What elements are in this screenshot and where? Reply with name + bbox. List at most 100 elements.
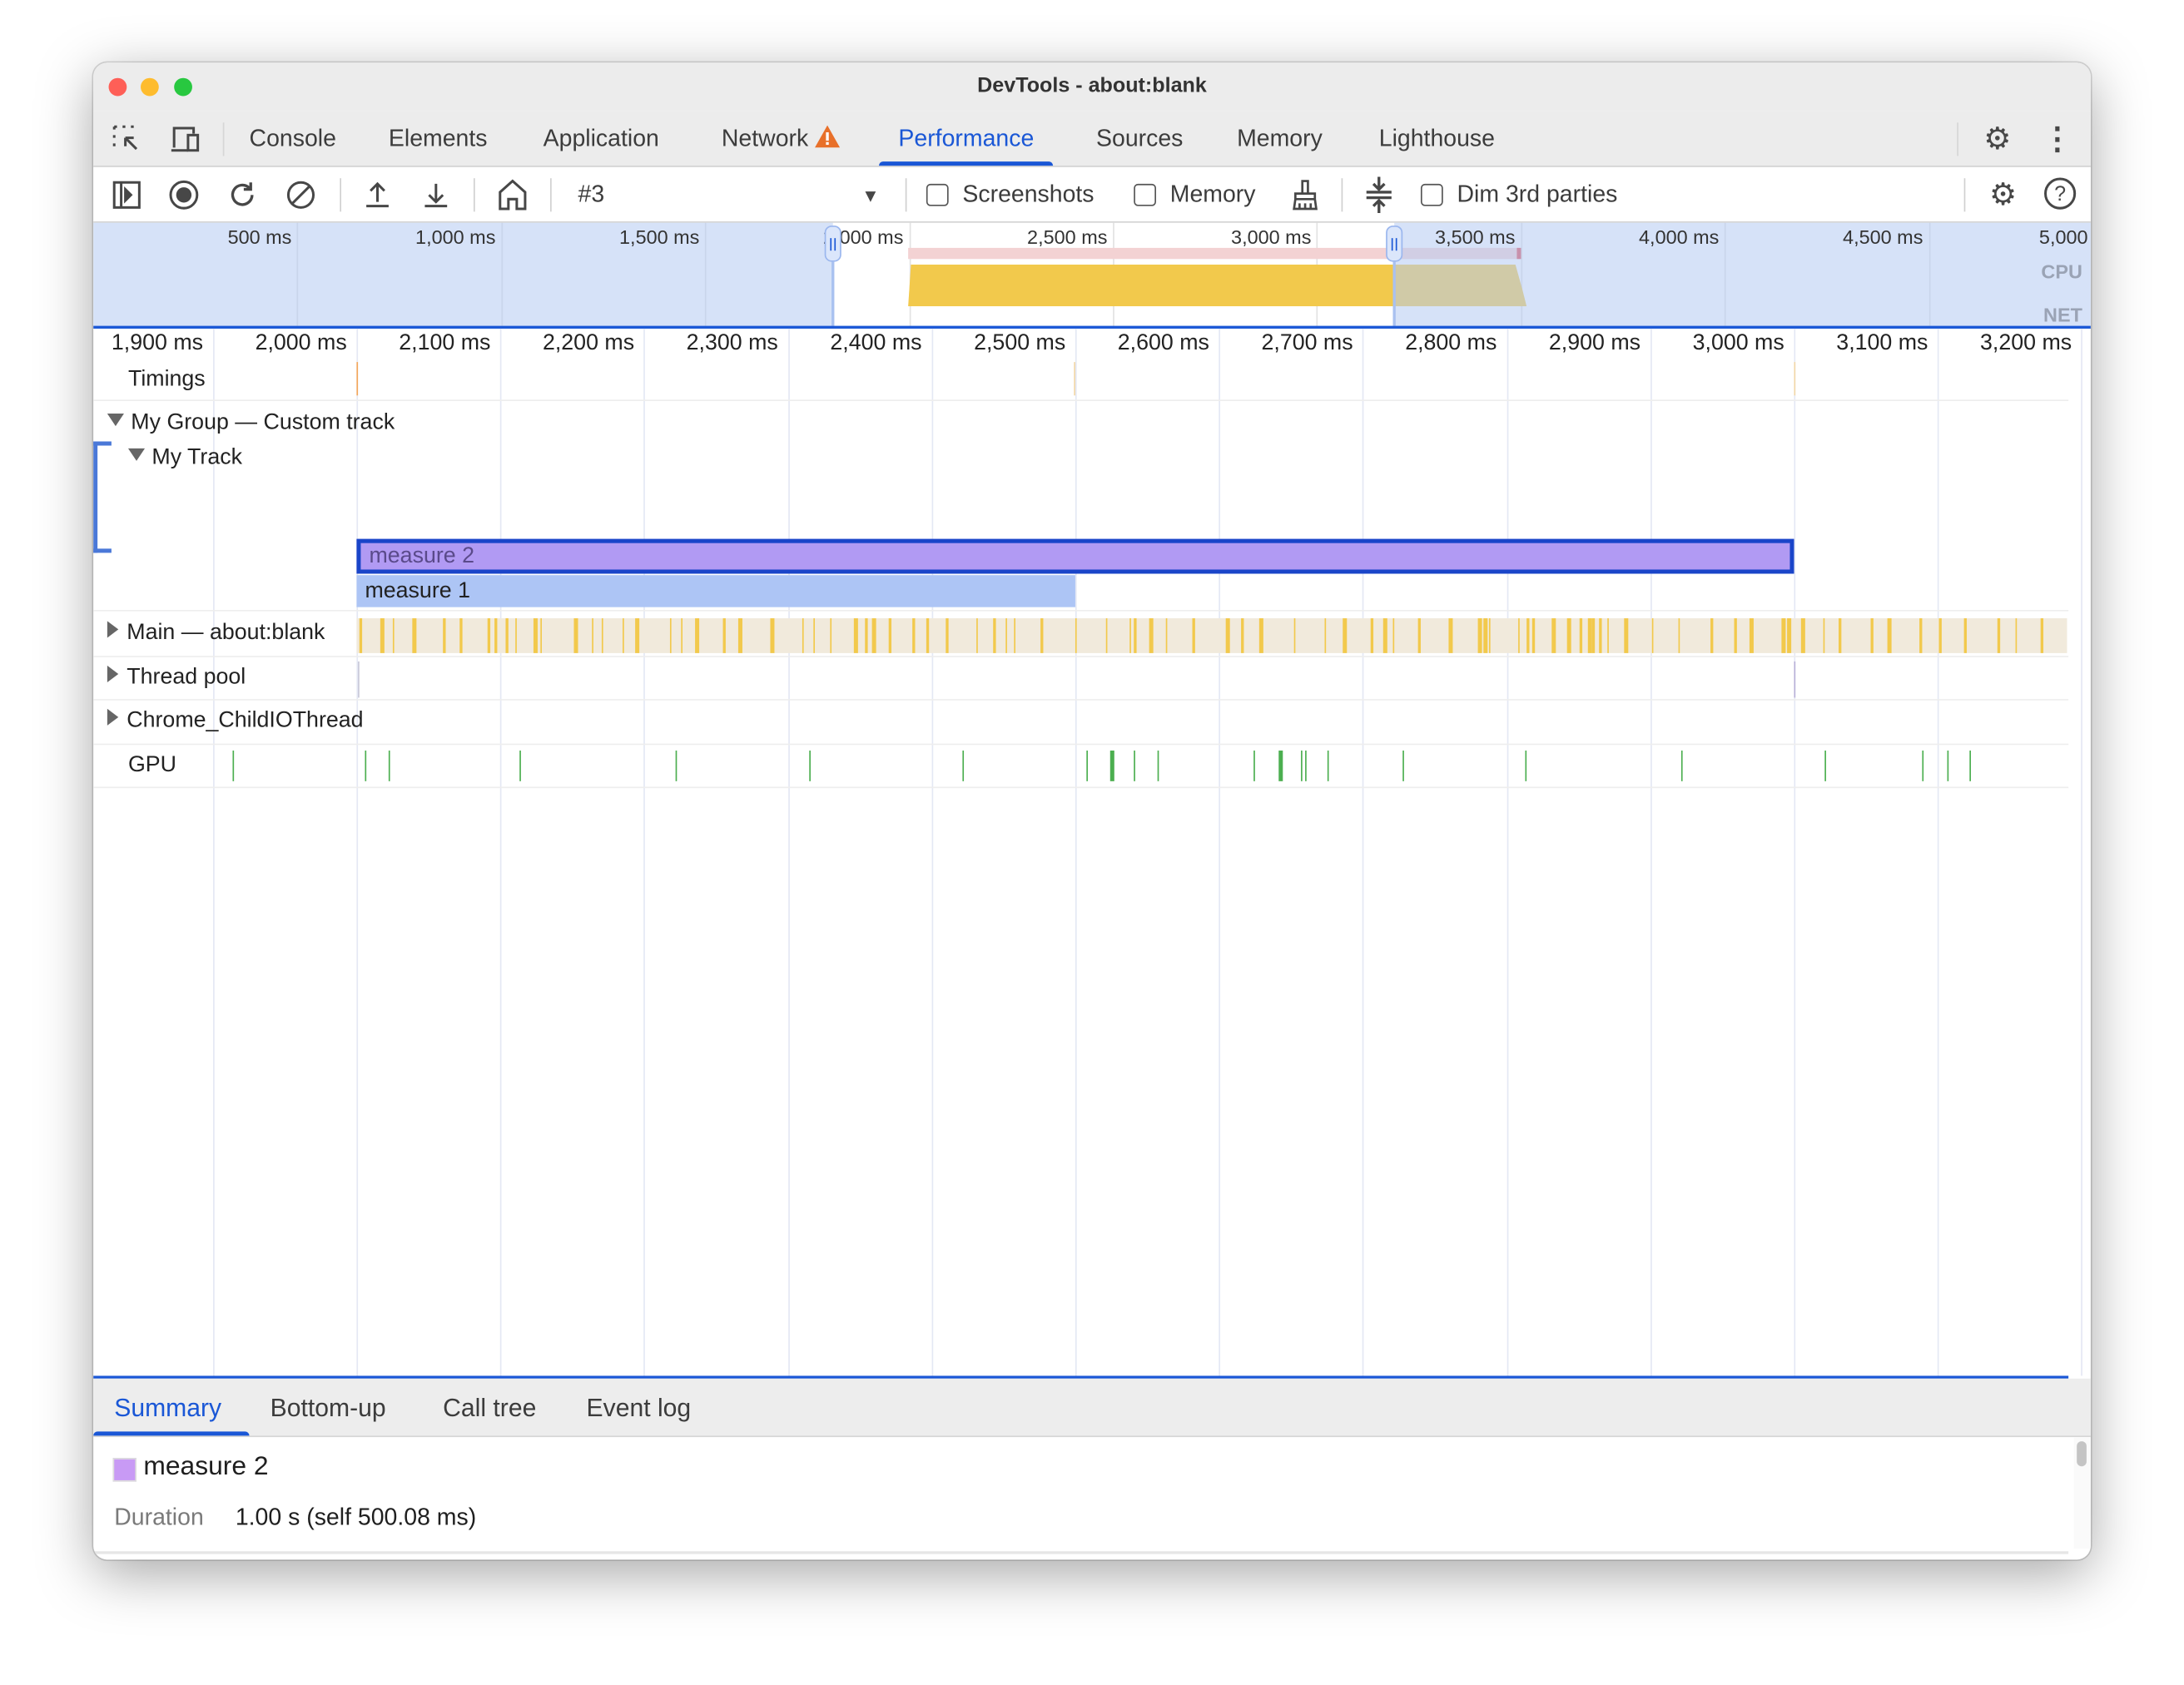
main-thread-task[interactable] [601, 618, 604, 653]
main-thread-task[interactable] [912, 618, 916, 653]
main-thread-task[interactable] [459, 618, 463, 653]
track-timings[interactable]: Timings [127, 367, 206, 392]
track-my-track[interactable]: My Track [127, 446, 242, 471]
main-thread-task[interactable] [1526, 618, 1529, 653]
main-thread-task[interactable] [1551, 618, 1556, 653]
main-thread-task[interactable] [1149, 618, 1154, 653]
main-thread-task[interactable] [1225, 618, 1230, 653]
main-thread-task[interactable] [1532, 618, 1535, 653]
record-icon[interactable] [167, 178, 201, 211]
main-thread-task[interactable] [359, 618, 362, 653]
gpu-task[interactable] [1680, 751, 1683, 781]
reload-record-icon[interactable] [226, 178, 259, 211]
main-thread-task[interactable] [1518, 618, 1521, 653]
tab-event-log[interactable]: Event log [586, 1394, 692, 1422]
main-thread-task[interactable] [1750, 618, 1755, 653]
gpu-task[interactable] [388, 751, 390, 781]
main-thread-task[interactable] [1606, 618, 1610, 653]
main-thread-task[interactable] [854, 618, 859, 653]
main-thread-task[interactable] [1105, 618, 1108, 653]
main-thread-task[interactable] [1343, 618, 1348, 653]
measure-bar[interactable]: measure 1 [356, 575, 1075, 607]
main-thread-task[interactable] [635, 618, 640, 653]
dim-3rd-parties-label[interactable]: Dim 3rd parties [1457, 181, 1618, 208]
expand-triangle-icon[interactable] [107, 665, 119, 683]
track-thread-pool[interactable]: Thread pool [107, 665, 246, 691]
garbage-collect-broom-icon[interactable] [1288, 178, 1322, 211]
main-thread-task[interactable] [1371, 618, 1373, 653]
collapse-tracks-icon[interactable] [1363, 176, 1396, 215]
gpu-task[interactable] [1922, 751, 1924, 781]
main-thread-task[interactable] [1483, 618, 1488, 653]
upload-icon[interactable] [360, 178, 394, 211]
main-thread-task[interactable] [926, 618, 930, 653]
gpu-task[interactable] [365, 751, 367, 781]
main-thread-task[interactable] [1710, 618, 1713, 653]
main-thread-task[interactable] [1566, 618, 1571, 653]
gpu-task[interactable] [1253, 751, 1255, 781]
main-thread-task[interactable] [1678, 618, 1680, 653]
inspect-element-icon[interactable] [110, 122, 143, 156]
gpu-task[interactable] [1327, 751, 1329, 781]
main-thread-task[interactable] [505, 618, 509, 653]
screenshots-label[interactable]: Screenshots [962, 181, 1094, 208]
gpu-task[interactable] [809, 751, 811, 781]
main-thread-task[interactable] [1488, 618, 1492, 653]
main-thread-task[interactable] [1417, 618, 1421, 653]
main-thread-task[interactable] [514, 618, 518, 653]
main-thread-task[interactable] [1192, 618, 1195, 653]
tab-sources[interactable]: Sources [1096, 125, 1184, 152]
main-thread-task[interactable] [1650, 618, 1654, 653]
main-thread-task[interactable] [1258, 618, 1263, 653]
settings-gear-icon[interactable]: ⚙ [1983, 121, 2012, 156]
details-divider[interactable] [93, 1375, 2069, 1379]
main-thread-task[interactable] [829, 618, 832, 653]
main-thread-task[interactable] [1624, 618, 1629, 653]
tab-summary[interactable]: Summary [114, 1394, 222, 1422]
tab-elements[interactable]: Elements [388, 125, 488, 152]
track-group-custom[interactable]: My Group — Custom track [107, 411, 395, 436]
main-thread-task[interactable] [994, 618, 996, 653]
details-scrollbar[interactable] [2073, 1437, 2091, 1549]
track-childio-thread[interactable]: Chrome_ChildIOThread [107, 708, 364, 734]
main-thread-task[interactable] [1323, 618, 1327, 653]
main-thread-task[interactable] [1134, 618, 1137, 653]
maximize-window-button[interactable] [174, 77, 192, 97]
track-main[interactable]: Main — about:blank [107, 621, 325, 646]
main-thread-task[interactable] [2014, 618, 2018, 653]
collapse-triangle-icon[interactable] [107, 414, 124, 427]
gpu-task[interactable] [519, 751, 521, 781]
gpu-task[interactable] [232, 751, 235, 781]
main-thread-task[interactable] [1588, 618, 1593, 653]
flame-chart[interactable]: 1,900 ms 2,000 ms 2,100 ms 2,200 ms 2,300 ms… [93, 328, 2083, 1376]
main-thread-task[interactable] [1787, 618, 1792, 653]
main-thread-task[interactable] [534, 618, 539, 653]
main-thread-task[interactable] [813, 618, 816, 653]
main-thread-task[interactable] [392, 618, 395, 653]
gpu-task[interactable] [1134, 751, 1135, 781]
main-thread-task[interactable] [1963, 618, 1967, 653]
clear-icon[interactable] [284, 178, 317, 211]
gpu-task[interactable] [1969, 751, 1972, 781]
main-thread-task[interactable] [681, 618, 683, 653]
gpu-task[interactable] [1402, 751, 1404, 781]
tab-call-tree[interactable]: Call tree [443, 1394, 537, 1422]
main-thread-task[interactable] [1870, 618, 1874, 653]
memory-checkbox[interactable] [1134, 183, 1157, 206]
main-thread-task[interactable] [622, 618, 625, 653]
main-thread-task[interactable] [488, 618, 490, 653]
main-thread-task[interactable] [591, 618, 594, 653]
main-thread-task[interactable] [1800, 618, 1805, 653]
toggle-sidebar-icon[interactable] [110, 178, 143, 211]
expand-triangle-icon[interactable] [107, 621, 119, 638]
main-thread-task[interactable] [1599, 618, 1602, 653]
main-thread-task[interactable] [1165, 618, 1168, 653]
expand-triangle-icon[interactable] [107, 708, 119, 726]
main-thread-task[interactable] [1129, 618, 1132, 653]
recording-select[interactable]: #3 [578, 181, 605, 208]
main-thread-task[interactable] [1592, 618, 1596, 653]
main-thread-task[interactable] [1478, 618, 1483, 653]
tab-console[interactable]: Console [249, 125, 336, 152]
gpu-task[interactable] [1305, 751, 1307, 781]
gpu-task[interactable] [1278, 751, 1283, 781]
